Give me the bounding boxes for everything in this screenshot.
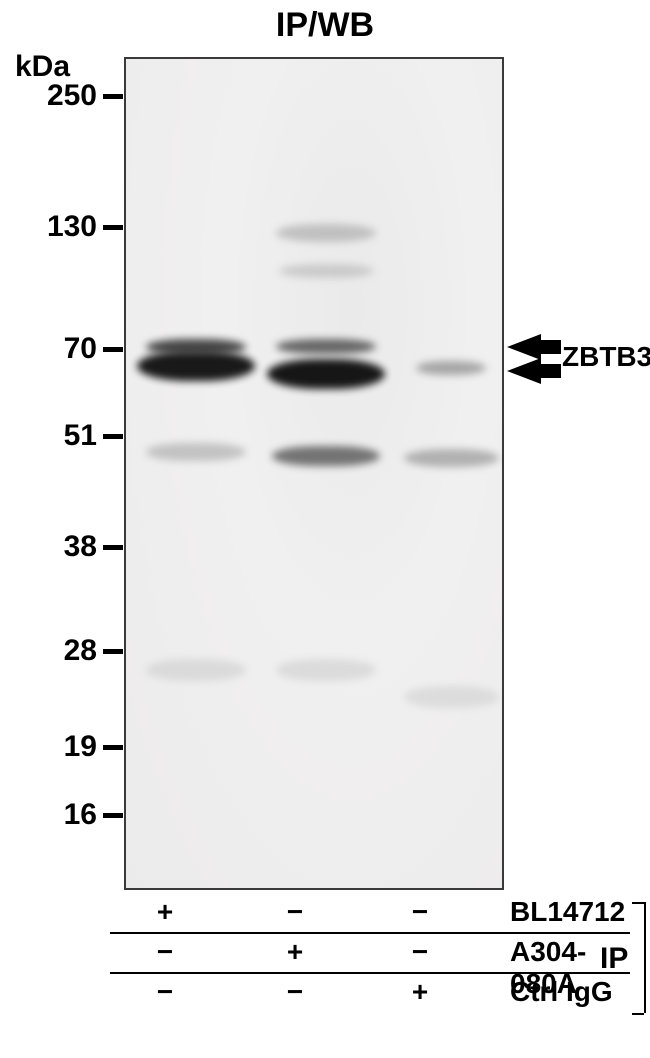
blot-band: [276, 224, 376, 242]
mw-marker-tick: [103, 813, 123, 818]
blot-band: [146, 339, 246, 355]
ip-table-cell: +: [400, 976, 440, 1008]
mw-marker-tick: [103, 545, 123, 550]
ip-table-cell: −: [275, 976, 315, 1008]
blot-band: [272, 446, 380, 466]
target-arrow: [507, 358, 561, 384]
mw-marker-value: 130: [47, 210, 97, 244]
blot-membrane: [124, 57, 504, 890]
western-blot-figure: IP/WB kDa 250130705138281916 ZBTB3 +−−BL…: [0, 0, 650, 1058]
ip-bracket-label: IP: [600, 942, 628, 976]
mw-marker-value: 28: [64, 634, 97, 668]
mw-marker-tick: [103, 347, 123, 352]
ip-bracket-tick: [632, 1013, 644, 1015]
mw-marker: 250: [0, 81, 123, 111]
mw-marker-tick: [103, 745, 123, 750]
ip-table-cell: −: [275, 896, 315, 928]
mw-marker-value: 38: [64, 530, 97, 564]
mw-marker-tick: [103, 225, 123, 230]
mw-marker-value: 70: [64, 332, 97, 366]
mw-marker-tick: [103, 94, 123, 99]
mw-marker-value: 16: [64, 798, 97, 832]
ip-table-rule: [110, 932, 630, 934]
mw-marker: 130: [0, 212, 123, 242]
mw-marker-tick: [103, 649, 123, 654]
mw-marker: 51: [0, 421, 123, 451]
mw-marker-value: 19: [64, 730, 97, 764]
mw-marker: 16: [0, 800, 123, 830]
blot-band: [404, 449, 499, 467]
ip-table-cell: −: [145, 976, 185, 1008]
blot-band: [276, 659, 376, 681]
ip-table-rule: [110, 972, 630, 974]
ip-table-cell: −: [400, 896, 440, 928]
ip-bracket-tick: [632, 902, 644, 904]
blot-band: [416, 361, 486, 375]
mw-marker: 19: [0, 732, 123, 762]
ip-table-cell: −: [145, 936, 185, 968]
mw-marker-value: 250: [47, 79, 97, 113]
blot-band: [267, 359, 385, 389]
mw-marker: 28: [0, 636, 123, 666]
blot-band: [404, 686, 499, 708]
blot-band: [279, 264, 374, 278]
ip-table-cell: +: [275, 936, 315, 968]
ip-table-cell: −: [400, 936, 440, 968]
mw-marker: 38: [0, 532, 123, 562]
target-arrow: [507, 334, 561, 360]
ip-antibody-name: BL14712: [510, 896, 625, 928]
blot-band: [146, 443, 246, 461]
figure-title: IP/WB: [245, 6, 405, 45]
mw-marker-tick: [103, 434, 123, 439]
ip-antibody-name: Ctrl IgG: [510, 976, 613, 1008]
mw-marker: 70: [0, 334, 123, 364]
mw-marker-value: 51: [64, 419, 97, 453]
blot-band: [146, 659, 246, 681]
target-protein-label: ZBTB3: [562, 341, 650, 373]
blot-band: [276, 339, 376, 354]
ip-table-cell: +: [145, 896, 185, 928]
ip-bracket-line: [644, 902, 646, 1013]
blot-band: [137, 351, 255, 381]
